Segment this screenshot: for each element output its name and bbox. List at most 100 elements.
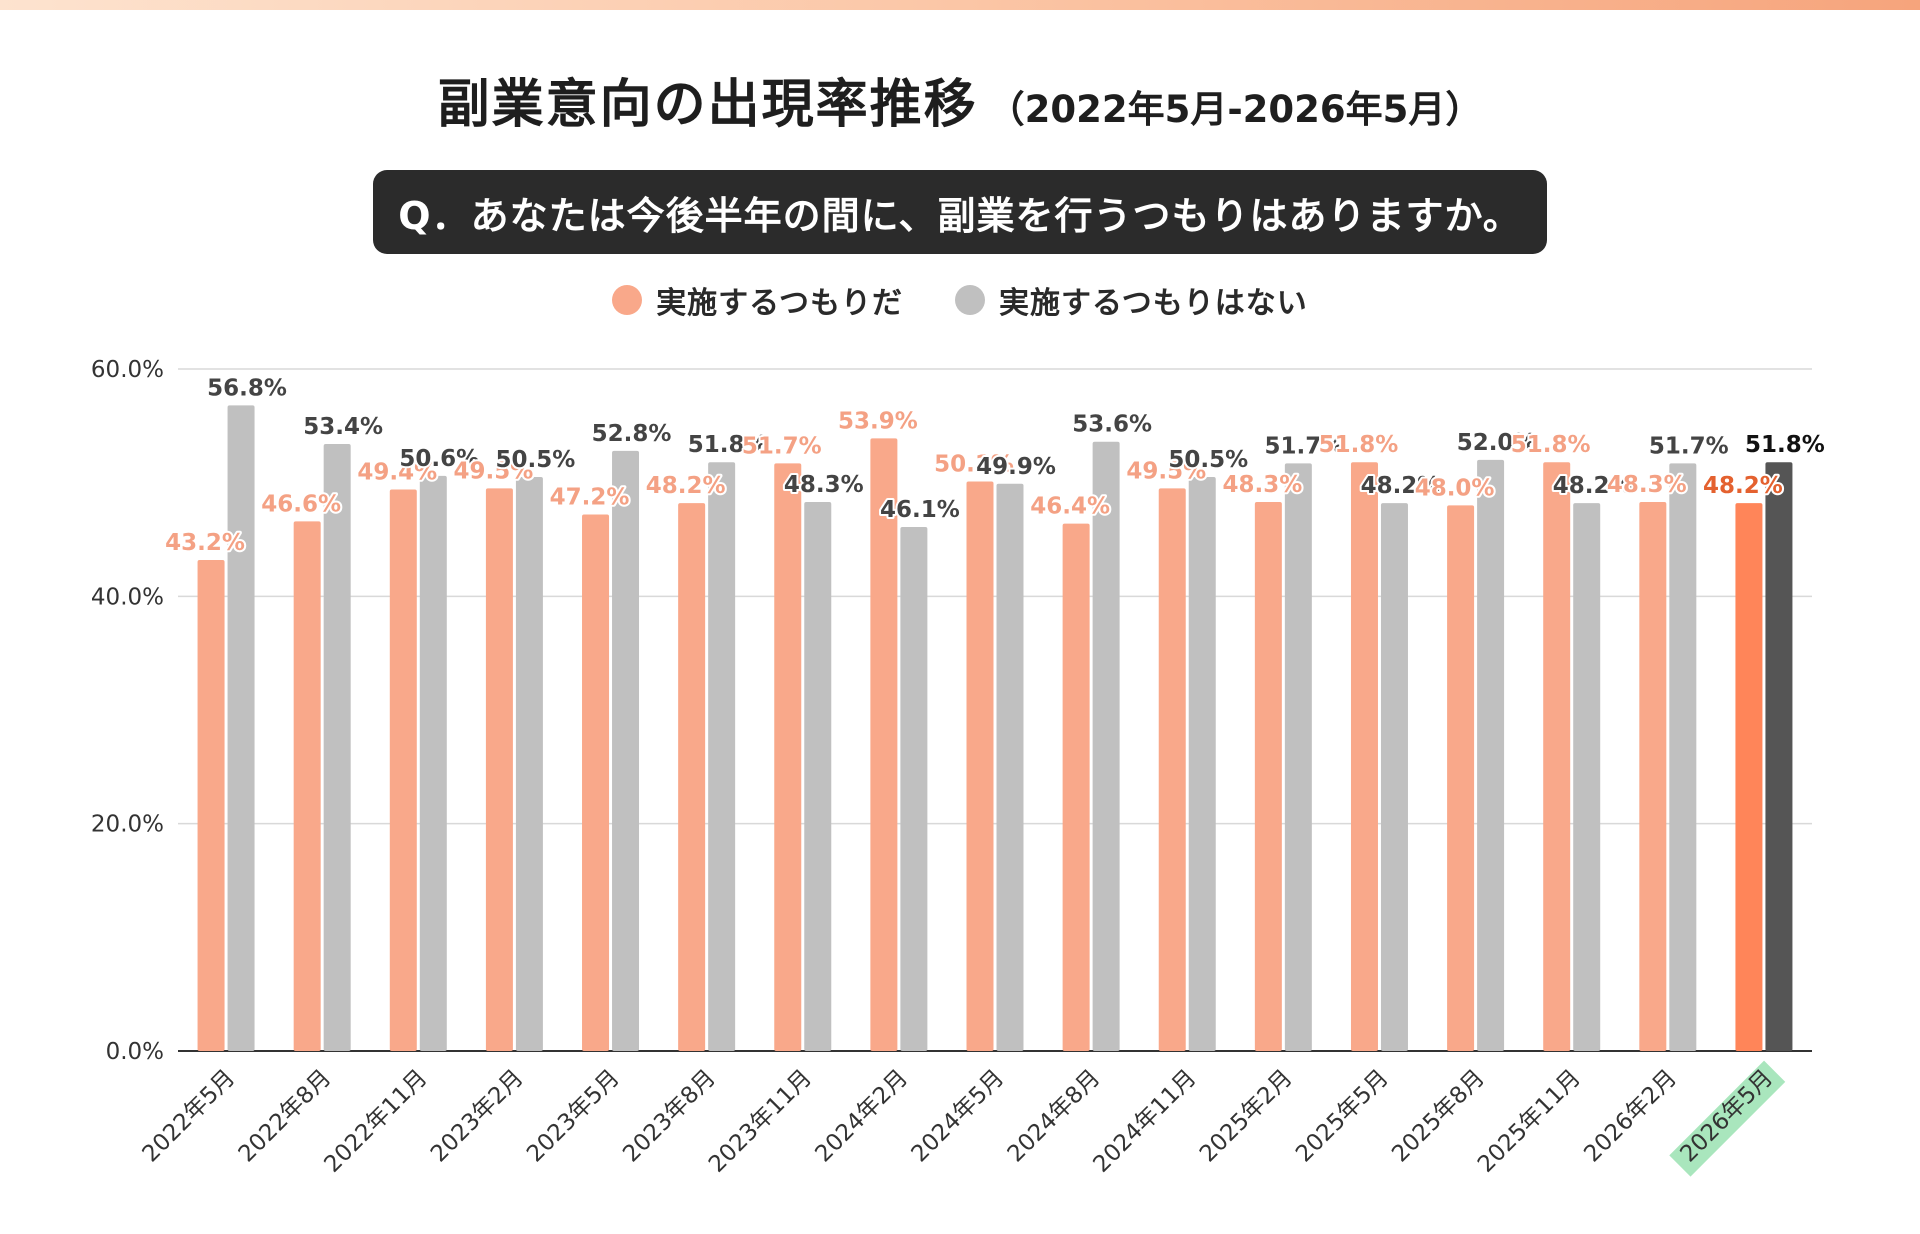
bar-not-intend (804, 501, 832, 1051)
data-label-not-intend: 48.2% (1361, 473, 1441, 499)
data-label-not-intend: 51.8% (1745, 432, 1825, 458)
bar-not-intend (1573, 503, 1601, 1051)
data-label-not-intend: 51.7% (1649, 433, 1729, 459)
data-label-not-intend: 52.0% (1457, 430, 1537, 456)
legend-label-not-intend: 実施するつもりはない (999, 286, 1308, 321)
data-label-not-intend: 53.4% (303, 414, 383, 440)
bar-intend (774, 463, 802, 1051)
x-tick-label: 2024年11月 (1088, 1065, 1201, 1178)
y-tick-label: 40.0% (91, 584, 164, 610)
data-label-intend: 49.5% (1126, 458, 1206, 484)
bar-intend (1543, 462, 1571, 1051)
bar-not-intend (708, 462, 736, 1051)
x-tick-label: 2023年2月 (426, 1065, 529, 1168)
question-text: Q．あなたは今後半年の間に、副業を行うつもりはありますか。 (398, 193, 1522, 238)
data-label-intend: 48.3% (1222, 472, 1302, 498)
data-label-intend: 48.3% (1607, 472, 1687, 498)
y-tick-label: 0.0% (106, 1039, 164, 1065)
bar-intend (293, 521, 321, 1051)
question-banner: Q．あなたは今後半年の間に、副業を行うつもりはありますか。 (373, 170, 1547, 254)
data-label-intend: 47.2% (550, 484, 630, 510)
bar-not-intend (419, 475, 447, 1051)
data-label-intend: 53.9% (838, 408, 918, 434)
legend: 実施するつもりだ 実施するつもりはない (0, 278, 1920, 322)
bar-intend (389, 489, 417, 1051)
legend-swatch-intend (612, 285, 643, 315)
data-label-not-intend: 53.6% (1072, 412, 1152, 438)
bar-not-intend (1284, 463, 1312, 1051)
data-label-not-intend: 52.8% (592, 421, 672, 447)
x-tick-label: 2025年5月 (1291, 1065, 1394, 1168)
chart-title: 副業意向の出現率推移 （2022年5月-2026年5月） (0, 62, 1920, 137)
x-tick-label: 2023年8月 (618, 1065, 721, 1168)
bar-intend (1639, 501, 1667, 1051)
bar-not-intend (1188, 476, 1216, 1051)
data-label-not-intend: 48.3% (784, 472, 864, 498)
data-label-intend: 51.8% (1511, 432, 1591, 458)
bar-not-intend (612, 450, 640, 1052)
bar-intend (197, 559, 225, 1051)
data-label-not-intend: 50.6% (399, 446, 479, 472)
bar-not-intend (1380, 503, 1408, 1051)
title-main: 副業意向の出現率推移 (437, 75, 978, 135)
legend-item-not-intend: 実施するつもりはない (955, 278, 1308, 322)
bar-intend (678, 503, 706, 1051)
x-tick-label: 2022年11月 (320, 1065, 433, 1178)
x-tick-label: 2024年5月 (907, 1065, 1010, 1168)
x-tick-highlight (1669, 1060, 1786, 1177)
bar-not-intend (900, 526, 928, 1051)
title-subtitle: （2022年5月-2026年5月） (987, 88, 1483, 131)
x-tick-label: 2023年11月 (704, 1065, 817, 1178)
data-label-intend: 43.2% (165, 530, 245, 556)
bar-intend (1158, 488, 1186, 1052)
top-accent-strip (0, 0, 1920, 10)
bar-intend (1062, 523, 1090, 1051)
bar-intend (1447, 505, 1475, 1051)
legend-label-intend: 実施するつもりだ (656, 286, 903, 321)
bar-intend (1254, 501, 1282, 1051)
x-tick-label: 2022年8月 (234, 1065, 337, 1168)
bar-intend (1735, 503, 1763, 1051)
data-label-not-intend: 46.1% (880, 497, 960, 523)
bar-intend (1350, 462, 1378, 1051)
data-label-not-intend: 49.9% (976, 454, 1056, 480)
data-label-not-intend: 51.8% (688, 432, 768, 458)
x-tick-label: 2023年5月 (522, 1065, 625, 1168)
x-tick-label: 2026年5月 (1676, 1065, 1779, 1168)
bar-intend (582, 514, 610, 1051)
x-tick-label: 2026年2月 (1579, 1065, 1682, 1168)
data-label-intend: 51.8% (1319, 432, 1399, 458)
data-label-not-intend: 51.7% (1264, 433, 1344, 459)
x-tick-label: 2024年2月 (810, 1065, 913, 1168)
data-label-intend: 49.4% (357, 459, 437, 485)
y-tick-label: 20.0% (91, 812, 164, 838)
x-tick-label: 2025年2月 (1195, 1065, 1298, 1168)
data-label-not-intend: 50.5% (1168, 447, 1248, 473)
data-label-intend: 48.0% (1415, 475, 1495, 501)
data-label-not-intend: 56.8% (207, 375, 287, 401)
bar-not-intend (1092, 441, 1120, 1051)
data-label-intend: 48.2% (646, 473, 726, 499)
data-label-intend: 51.7% (742, 433, 822, 459)
data-label-intend: 48.2% (1703, 473, 1783, 499)
x-tick-label: 2025年8月 (1387, 1065, 1490, 1168)
bar-intend (870, 438, 898, 1051)
bar-not-intend (227, 405, 255, 1051)
bar-not-intend (996, 483, 1024, 1051)
x-tick-label: 2025年11月 (1473, 1065, 1586, 1178)
bar-not-intend (1477, 459, 1505, 1051)
x-tick-label: 2024年8月 (1003, 1065, 1106, 1168)
bar-not-intend (515, 476, 543, 1051)
y-tick-label: 60.0% (91, 357, 164, 383)
bar-not-intend (1669, 463, 1697, 1051)
legend-item-intend: 実施するつもりだ (612, 278, 903, 322)
data-label-intend: 46.6% (261, 491, 341, 517)
legend-swatch-not-intend (955, 285, 985, 315)
bar-intend (966, 481, 994, 1051)
bar-intend (485, 488, 513, 1052)
bar-chart: 0.0% 20.0% 40.0% 60.0% 43.2% 56.8% 2022年5月 46.6… (91, 357, 1827, 1178)
bar-not-intend (1765, 462, 1793, 1051)
data-label-not-intend: 50.5% (496, 447, 576, 473)
x-tick-label: 2022年5月 (138, 1065, 241, 1168)
data-label-intend: 46.4% (1030, 494, 1110, 520)
